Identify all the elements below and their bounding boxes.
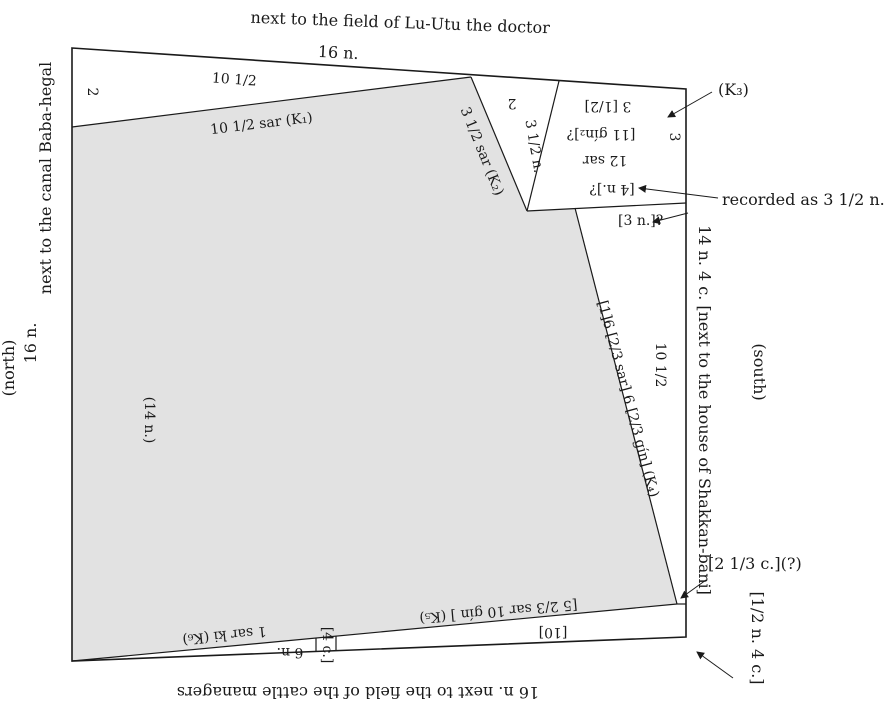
arrow-half-n [696, 651, 734, 679]
triangle-2: 2 [508, 95, 517, 111]
shaded-area [72, 77, 677, 661]
triangle-3half: 3 1/2 n. [521, 118, 546, 174]
k3-sar: 12 sar [582, 152, 627, 168]
left-neighbor-label: next to the canal Baba-hegal [36, 62, 55, 294]
arrow-k3 [667, 91, 713, 118]
recorded-annotation: recorded as 3 1/2 n. [722, 190, 885, 209]
k3-annotation: (K₃) [718, 80, 749, 99]
top-10-half: 10 1/2 [211, 70, 257, 89]
arrow-two-third-c [680, 579, 707, 599]
k3-3n: [3 n.]? [618, 213, 663, 229]
arrow-recorded [638, 184, 719, 199]
top-neighbor-label: next to the field of Lu-Utu the doctor [250, 8, 550, 37]
left-length-label: 16 n. [21, 323, 40, 364]
divider-k3-bottom [526, 202, 687, 212]
k3-corner-3: 3 [666, 133, 682, 142]
south-label: (south) [750, 343, 769, 400]
mid-10half: 10 1/2 [652, 343, 668, 388]
k3-4n: [4 n.]? [589, 181, 634, 197]
arrow-3n [652, 212, 689, 225]
top-left-2: 2 [84, 88, 100, 97]
half-n-annotation: [1/2 n. 4 c.] [748, 591, 767, 684]
bottom-6n: 6 n. [277, 644, 304, 660]
right-side-label: 14 n. 4 c. [next to the house of Shakkan… [695, 225, 714, 595]
k3-3half: 3 [1/2] [585, 98, 632, 114]
field-boundary [71, 47, 687, 662]
divider-k5 [71, 603, 678, 662]
bottom-label: 16 n. next to the field of the cattle ma… [177, 683, 539, 702]
left-14n: (14 n.) [141, 397, 157, 444]
divider-k4 [574, 207, 678, 605]
top-length-label: 16 n. [317, 42, 359, 63]
divider-k1 [71, 76, 472, 128]
divider-triangle [526, 80, 560, 212]
two-third-c-annotation: [2 1/3 c.](?) [708, 554, 802, 573]
bottom-10: [10] [539, 624, 568, 640]
north-label: (north) [0, 340, 18, 397]
k3-gin: [11 gín₂]? [567, 126, 636, 142]
divider-k2 [470, 76, 528, 212]
bottom-4c: [4 c.] [319, 627, 335, 664]
